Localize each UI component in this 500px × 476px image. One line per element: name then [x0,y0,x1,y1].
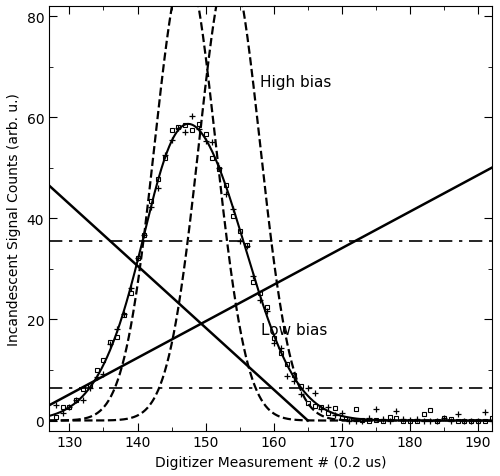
Y-axis label: Incandescent Signal Counts (arb. u.): Incandescent Signal Counts (arb. u.) [7,93,21,345]
Text: High bias: High bias [260,75,332,90]
X-axis label: Digitizer Measurement # (0.2 us): Digitizer Measurement # (0.2 us) [154,455,386,469]
Text: Low bias: Low bias [261,322,328,337]
